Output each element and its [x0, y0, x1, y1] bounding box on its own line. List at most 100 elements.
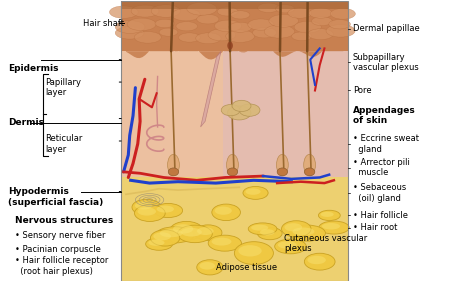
Ellipse shape [304, 168, 315, 176]
Ellipse shape [308, 256, 326, 264]
Text: Hypodermis
(superficial fascia): Hypodermis (superficial fascia) [8, 188, 103, 207]
Ellipse shape [168, 154, 179, 175]
Text: • Pacinian corpuscle: • Pacinian corpuscle [15, 244, 101, 254]
Ellipse shape [228, 22, 252, 32]
Ellipse shape [308, 29, 333, 40]
Ellipse shape [176, 22, 198, 31]
Ellipse shape [135, 202, 152, 210]
Ellipse shape [264, 25, 294, 38]
Ellipse shape [294, 21, 321, 33]
Ellipse shape [215, 206, 232, 215]
Ellipse shape [172, 8, 200, 21]
Ellipse shape [246, 188, 261, 195]
Ellipse shape [275, 239, 306, 254]
Ellipse shape [127, 18, 156, 30]
Ellipse shape [134, 32, 161, 43]
Ellipse shape [320, 212, 334, 217]
Ellipse shape [231, 11, 250, 19]
Text: Hair shaft: Hair shaft [83, 19, 124, 28]
Bar [121, 1, 348, 281]
Text: Appendages
of skin: Appendages of skin [353, 106, 416, 125]
Ellipse shape [146, 238, 173, 250]
Ellipse shape [253, 28, 276, 38]
Ellipse shape [227, 168, 237, 176]
Ellipse shape [208, 235, 241, 251]
Ellipse shape [319, 210, 340, 221]
Text: Dermal papillae: Dermal papillae [353, 24, 419, 33]
Ellipse shape [278, 241, 297, 249]
Ellipse shape [282, 221, 311, 237]
Ellipse shape [194, 225, 222, 241]
Ellipse shape [234, 242, 273, 265]
Ellipse shape [275, 5, 294, 13]
Text: Cutaneous vascular
plexus: Cutaneous vascular plexus [284, 234, 367, 253]
Ellipse shape [243, 186, 268, 199]
Bar [121, 1, 348, 51]
Ellipse shape [197, 260, 223, 275]
Ellipse shape [115, 27, 144, 39]
Text: Subpapillary
vascular plexus: Subpapillary vascular plexus [353, 53, 419, 72]
Text: • Sebaceous
  (oil) gland: • Sebaceous (oil) gland [353, 183, 406, 202]
Ellipse shape [154, 232, 171, 240]
Ellipse shape [173, 224, 193, 233]
Ellipse shape [276, 154, 288, 175]
Ellipse shape [159, 28, 178, 36]
Ellipse shape [304, 154, 316, 175]
Ellipse shape [304, 253, 335, 270]
Text: Pore: Pore [353, 86, 372, 95]
Ellipse shape [170, 221, 203, 240]
Ellipse shape [311, 17, 332, 26]
Ellipse shape [135, 205, 165, 221]
Text: Nervous structures: Nervous structures [15, 217, 113, 226]
Ellipse shape [187, 2, 217, 15]
Ellipse shape [269, 14, 299, 27]
Ellipse shape [248, 19, 274, 30]
Ellipse shape [289, 225, 326, 241]
Ellipse shape [238, 245, 262, 257]
Ellipse shape [151, 5, 181, 17]
Ellipse shape [284, 223, 302, 231]
Ellipse shape [221, 105, 240, 116]
Ellipse shape [217, 7, 238, 16]
Ellipse shape [155, 19, 174, 28]
Text: • Sensory nerve fiber: • Sensory nerve fiber [15, 230, 105, 239]
Ellipse shape [200, 262, 215, 270]
Ellipse shape [168, 168, 179, 176]
Ellipse shape [156, 227, 194, 243]
Bar [121, 51, 348, 177]
Ellipse shape [157, 206, 174, 213]
Bar [121, 177, 348, 281]
Ellipse shape [330, 8, 356, 19]
Ellipse shape [212, 204, 240, 221]
Ellipse shape [177, 225, 212, 243]
Ellipse shape [260, 229, 275, 235]
Ellipse shape [211, 237, 231, 246]
Ellipse shape [215, 20, 242, 32]
Ellipse shape [288, 8, 312, 18]
Text: • Eccrine sweat
  gland: • Eccrine sweat gland [353, 134, 419, 153]
Ellipse shape [154, 203, 182, 218]
Ellipse shape [137, 207, 156, 216]
Ellipse shape [326, 25, 355, 37]
Ellipse shape [131, 5, 159, 17]
Ellipse shape [197, 14, 219, 24]
Ellipse shape [197, 227, 214, 235]
Bar [121, 1, 348, 9]
Ellipse shape [150, 230, 180, 246]
Text: • Arrector pili
  muscle: • Arrector pili muscle [353, 158, 410, 177]
Ellipse shape [319, 221, 349, 234]
Ellipse shape [148, 239, 164, 246]
Text: Reticular
layer: Reticular layer [46, 134, 83, 153]
Text: • Hair root: • Hair root [353, 224, 397, 232]
Ellipse shape [226, 30, 255, 42]
Text: Dermis: Dermis [8, 118, 44, 127]
Ellipse shape [309, 8, 332, 18]
Ellipse shape [227, 154, 238, 175]
Ellipse shape [232, 100, 251, 112]
Ellipse shape [179, 33, 200, 42]
Ellipse shape [181, 228, 202, 237]
Ellipse shape [196, 33, 221, 44]
Text: • Hair follicle: • Hair follicle [353, 211, 408, 220]
Bar [223, 51, 348, 177]
Text: Papillary
layer: Papillary layer [46, 78, 82, 97]
